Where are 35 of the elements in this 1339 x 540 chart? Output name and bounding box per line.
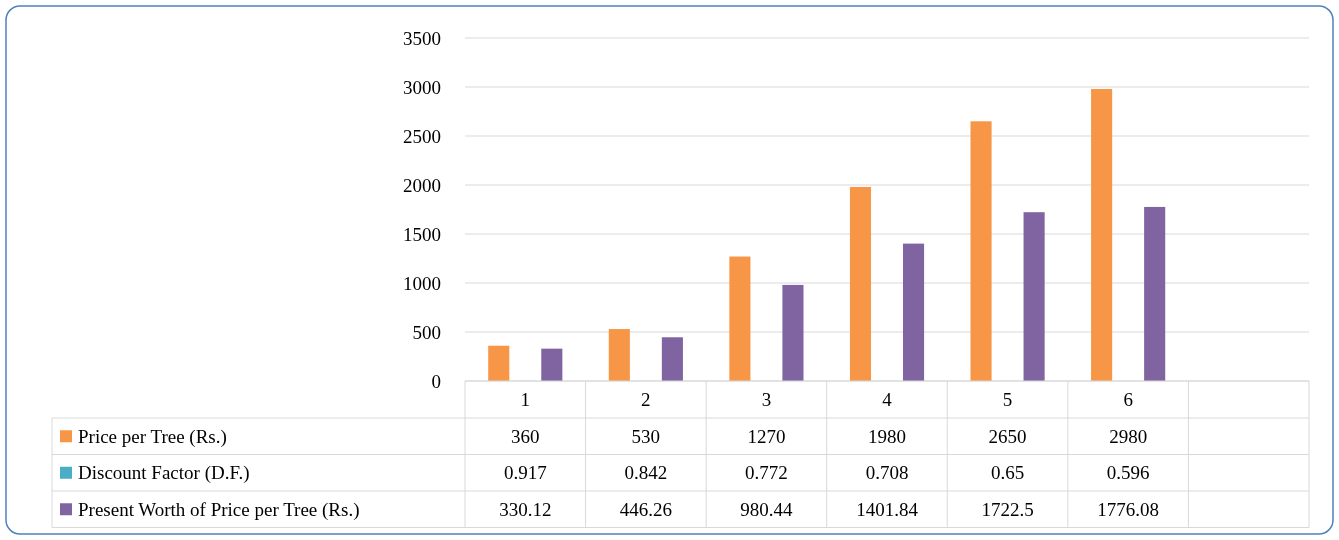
data-label: 0.842 (624, 462, 668, 484)
data-label: 360 (511, 425, 540, 447)
data-label: 1980 (868, 425, 906, 447)
x-tick-label: 5 (1002, 389, 1013, 411)
data-label: 2650 (988, 425, 1027, 447)
data-label: 1776.08 (1097, 498, 1160, 520)
data-label: 1270 (747, 425, 786, 447)
y-tick-label: 2000 (403, 174, 441, 196)
data-label: 530 (631, 425, 661, 447)
data-label: 330.12 (499, 498, 552, 520)
data-label: 1722.5 (981, 498, 1034, 520)
x-tick-label: 4 (882, 389, 893, 411)
data-label: 0.708 (865, 462, 909, 484)
data-label: 980.44 (740, 498, 794, 520)
data-label: 0.65 (990, 462, 1025, 484)
data-label: 0.917 (503, 462, 547, 484)
data-label: 0.596 (1106, 462, 1150, 484)
legend-label: Discount Factor (D.F.) (78, 462, 250, 485)
legend-label: Present Worth of Price per Tree (Rs.) (78, 498, 360, 521)
y-tick-label: 3500 (403, 27, 441, 49)
y-tick-label: 500 (412, 321, 441, 343)
data-label: 2980 (1109, 425, 1148, 447)
y-tick-label: 3000 (403, 76, 441, 98)
x-tick-label: 3 (761, 389, 772, 411)
y-tick-label: 1000 (403, 272, 441, 294)
y-tick-label: 0 (431, 370, 441, 392)
x-tick-label: 1 (520, 389, 531, 411)
data-label: 446.26 (619, 498, 672, 520)
y-tick-label: 1500 (403, 223, 441, 245)
legend-label: Price per Tree (Rs.) (78, 425, 227, 448)
data-label: 0.772 (745, 462, 788, 484)
x-tick-label: 6 (1123, 389, 1133, 411)
x-tick-label: 2 (641, 389, 651, 411)
y-tick-label: 2500 (403, 125, 441, 147)
data-label: 1401.84 (856, 498, 919, 520)
